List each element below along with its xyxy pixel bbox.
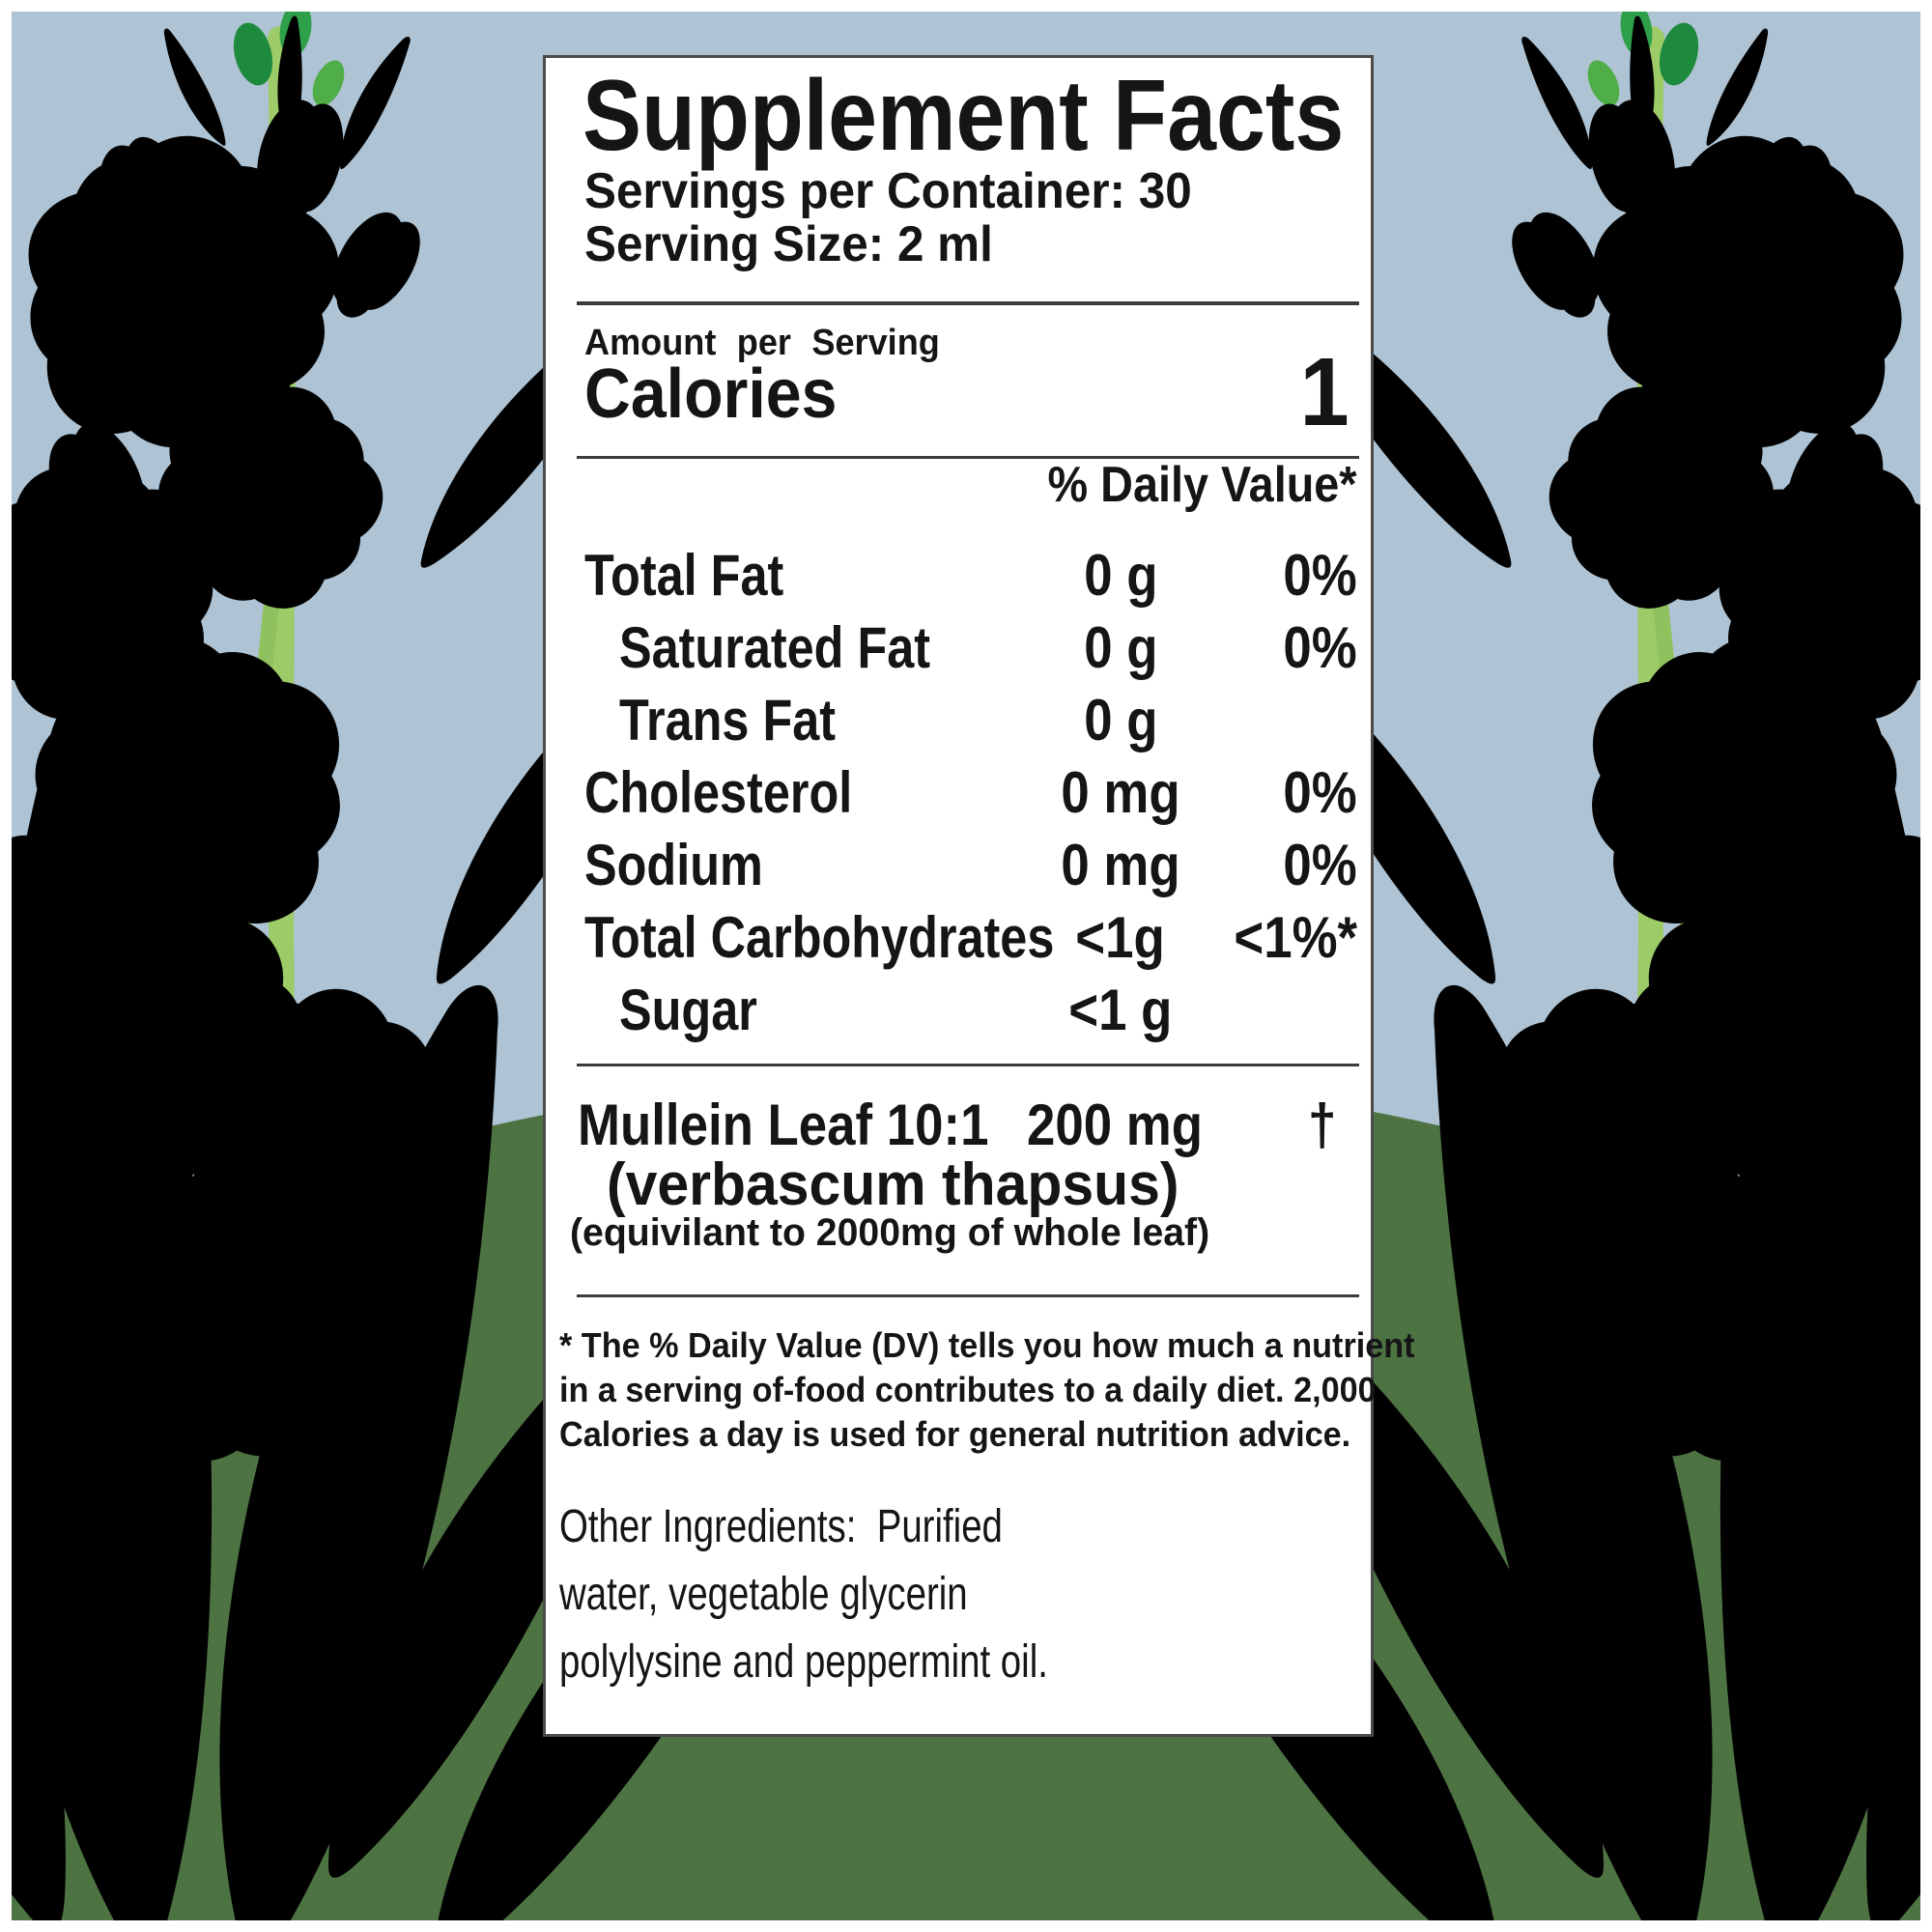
table-row: Sugar <1 g	[619, 978, 1173, 1042]
active-ingredient-name: Mullein Leaf 10:1	[578, 1093, 989, 1157]
active-ingredient-amount: 200 mg	[1027, 1093, 1203, 1157]
table-row: Sodium 0 mg 0%	[584, 833, 1357, 897]
table-row: Cholesterol 0 mg 0%	[584, 760, 1357, 825]
serving-size: Serving Size: 2 ml	[584, 216, 993, 272]
daily-value-header: % Daily Value*	[1048, 457, 1357, 513]
active-ingredient-dv-dagger: †	[1307, 1093, 1336, 1157]
table-row: Total Carbohydrates <1g <1%*	[584, 905, 1357, 970]
supplement-facts-panel: Supplement Facts Servings per Container:…	[543, 55, 1415, 1737]
daily-value-footnote: * The % Daily Value (DV) tells you how m…	[559, 1325, 1415, 1454]
divider	[577, 1294, 1359, 1297]
amount-per-serving-label: Amount per Serving	[584, 323, 940, 363]
divider	[577, 456, 1359, 459]
nutrient-rows: Total Fat 0 g 0% Saturated Fat 0 g 0% Tr…	[546, 539, 1371, 1046]
divider	[577, 301, 1359, 305]
other-ingredients: Other Ingredients: Purified water, veget…	[559, 1501, 1048, 1688]
divider	[577, 1064, 1359, 1066]
servings-per-container: Servings per Container: 30	[584, 163, 1192, 219]
botanical-name: (verbascum thapsus)	[607, 1151, 1179, 1218]
panel-title: Supplement Facts	[582, 60, 1345, 172]
calories-label: Calories	[584, 355, 838, 433]
table-row: Saturated Fat 0 g 0%	[619, 615, 1357, 680]
calories-value: 1	[1299, 338, 1350, 446]
table-row: Trans Fat 0 g	[619, 688, 1158, 753]
table-row: Total Fat 0 g 0%	[584, 543, 1357, 608]
equivalence-note: (equivilant to 2000mg of whole leaf)	[570, 1211, 1210, 1254]
